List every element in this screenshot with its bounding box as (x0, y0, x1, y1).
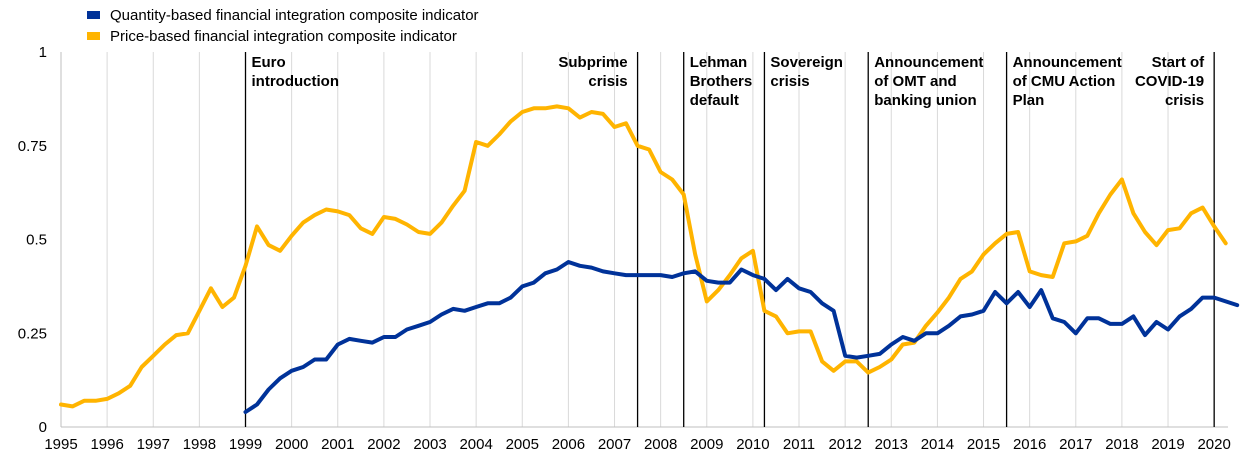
event-label: Subprime (558, 54, 627, 71)
event-label: introduction (252, 73, 339, 90)
x-tick-label: 2014 (921, 436, 954, 453)
event-label: crisis (588, 73, 627, 90)
x-tick-label: 2001 (321, 436, 354, 453)
event-label: Lehman (690, 54, 748, 71)
legend-label-2: Price-based financial integration compos… (110, 28, 457, 45)
x-tick-label: 2000 (275, 436, 308, 453)
x-tick-label: 1995 (44, 436, 77, 453)
event-label: crisis (770, 73, 809, 90)
legend-label-1: Quantity-based financial integration com… (110, 7, 479, 24)
x-tick-label: 1998 (183, 436, 216, 453)
legend: Quantity-based financial integration com… (87, 7, 479, 45)
legend-swatch-2 (87, 32, 100, 40)
event-label: of OMT and (874, 73, 957, 90)
y-tick-label: 0.75 (18, 138, 47, 155)
y-tick-label: 0.25 (18, 325, 47, 342)
event-label: Sovereign (770, 54, 843, 71)
event-label: COVID-19 (1135, 73, 1204, 90)
series-lines (59, 104, 1240, 414)
x-tick-label: 2003 (413, 436, 446, 453)
x-tick-label: 2018 (1105, 436, 1138, 453)
x-tick-label: 2016 (1013, 436, 1046, 453)
x-tick-label: 2009 (690, 436, 723, 453)
event-label: Start of (1152, 54, 1206, 71)
x-tick-label: 2020 (1197, 436, 1230, 453)
quantity-based-series-line (243, 260, 1240, 414)
event-label: Announcement (1013, 54, 1122, 71)
event-label: crisis (1165, 92, 1204, 109)
x-tick-label: 2019 (1151, 436, 1184, 453)
x-tick-label: 2004 (459, 436, 492, 453)
x-tick-label: 1996 (90, 436, 123, 453)
x-tick-label: 2007 (598, 436, 631, 453)
x-tick-label: 1997 (137, 436, 170, 453)
event-markers: Euro introduction Subprime crisis Lehman Brot… (244, 52, 1215, 427)
x-tick-label: 2008 (644, 436, 677, 453)
x-tick-label: 2002 (367, 436, 400, 453)
x-tick-label: 2011 (783, 436, 815, 453)
price-based-series-line (59, 104, 1228, 409)
legend-swatch-1 (87, 11, 100, 19)
x-tick-label: 1999 (229, 436, 262, 453)
event-label: default (690, 92, 739, 109)
event-label: Euro (252, 54, 286, 71)
vertical-gridlines (60, 52, 1215, 427)
x-tick-label: 2017 (1059, 436, 1092, 453)
event-label: Brothers (690, 73, 753, 90)
event-label: of CMU Action (1013, 73, 1116, 90)
x-tick-label: 2013 (875, 436, 908, 453)
event-label: Plan (1013, 92, 1045, 109)
event-label: banking union (874, 92, 977, 109)
event-label: Announcement (874, 54, 983, 71)
x-tick-label: 2005 (506, 436, 539, 453)
x-tick-label: 2006 (552, 436, 585, 453)
y-tick-label: 1 (39, 44, 47, 61)
x-tick-label: 2010 (736, 436, 769, 453)
axes: 1995 1996 1997 1998 1999 2000 2001 2002 2003 2004… (18, 44, 1231, 453)
y-tick-label: 0.5 (26, 232, 47, 249)
y-tick-label: 0 (39, 419, 47, 436)
x-tick-label: 2015 (967, 436, 1000, 453)
x-tick-label: 2012 (828, 436, 861, 453)
